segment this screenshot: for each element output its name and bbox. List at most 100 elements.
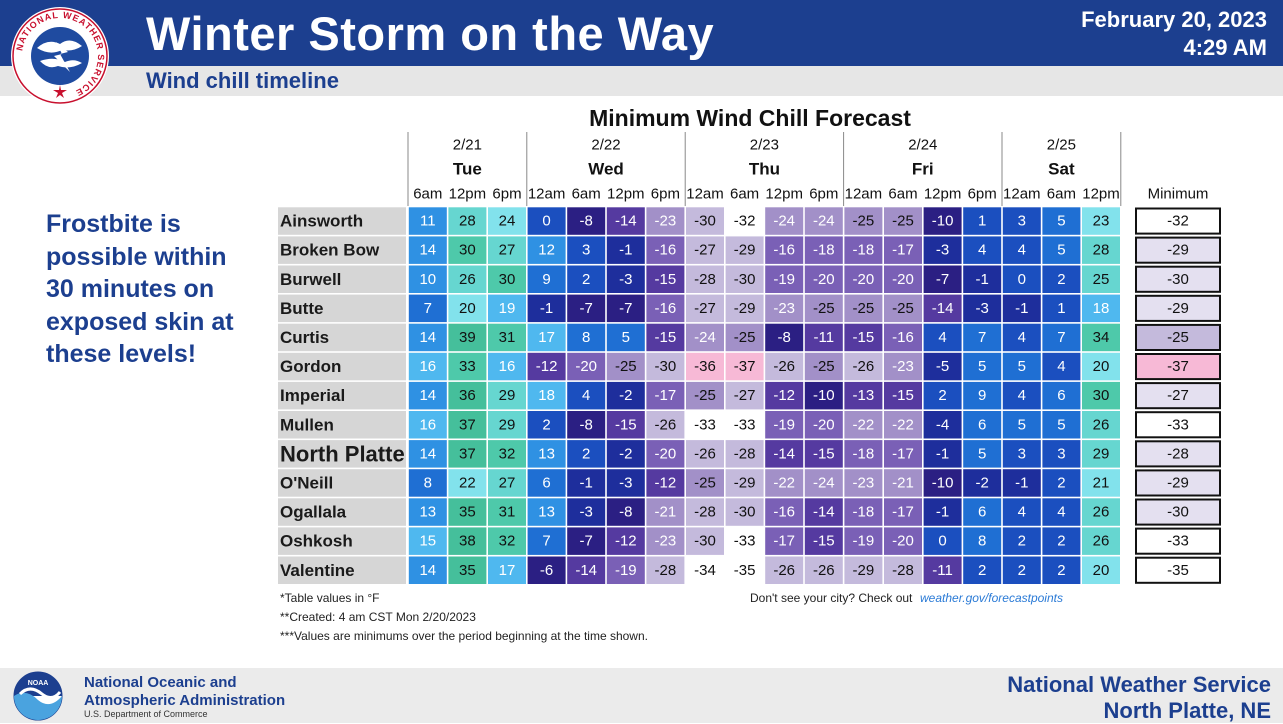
nws-office: National Weather Service North Platte, N… — [1007, 672, 1271, 724]
value-cell — [1002, 352, 1041, 381]
value-label: 38 — [459, 533, 476, 550]
value-label: -19 — [773, 416, 795, 433]
value-label: -7 — [580, 300, 593, 317]
value-cell — [725, 352, 764, 381]
value-label: -2 — [976, 474, 989, 491]
value-cell — [527, 207, 566, 235]
day-name-label: Thu — [749, 160, 780, 179]
minimum-cell — [1135, 498, 1221, 526]
value-cell — [884, 498, 922, 526]
value-label: 2 — [582, 445, 590, 462]
value-label: -1 — [540, 300, 553, 317]
value-cell — [923, 411, 962, 439]
value-label: 2 — [938, 387, 946, 404]
value-cell — [884, 440, 922, 468]
time-label: 12pm — [1082, 186, 1120, 203]
minimum-cell — [1135, 236, 1221, 264]
value-label: 5 — [978, 445, 986, 462]
value-cell — [804, 323, 843, 352]
value-label: -8 — [778, 329, 791, 346]
value-cell — [884, 294, 922, 323]
noaa-name-line: National Oceanic and — [84, 674, 237, 691]
value-cell — [923, 527, 962, 555]
noaa-name: National Oceanic and Atmospheric Adminis… — [84, 674, 285, 710]
noaa-name-line: Atmospheric Administration — [84, 692, 286, 709]
value-label: 35 — [459, 504, 476, 521]
value-cell — [884, 469, 922, 497]
time-label: 12am — [845, 186, 883, 203]
note-line: these levels! — [46, 340, 197, 368]
subtitle: Wind chill timeline — [146, 68, 339, 93]
value-cell — [1082, 381, 1120, 410]
time-label: 12am — [686, 186, 724, 203]
minimum-label: -25 — [1167, 329, 1189, 346]
value-label: -30 — [734, 504, 756, 521]
value-label: 36 — [459, 387, 476, 404]
value-cell — [963, 236, 1002, 264]
city-cell — [278, 469, 406, 497]
frostbite-note: Frostbite is possible within 30 minutes … — [46, 208, 276, 371]
value-cell — [527, 381, 566, 410]
value-label: -10 — [932, 213, 954, 230]
city-cell — [278, 556, 406, 584]
value-cell — [527, 556, 566, 584]
value-cell — [1082, 411, 1120, 439]
minimum-label: -29 — [1167, 474, 1189, 491]
value-cell — [804, 527, 843, 555]
value-label: -24 — [694, 329, 716, 346]
value-label: -22 — [773, 474, 795, 491]
page-title: Winter Storm on the Way — [146, 7, 715, 60]
value-cell — [1002, 294, 1041, 323]
value-cell — [448, 469, 487, 497]
value-label: 5 — [1057, 242, 1065, 259]
value-label: 3 — [1057, 445, 1065, 462]
city-cell — [278, 207, 406, 235]
value-label: 33 — [459, 358, 476, 375]
value-cell — [646, 469, 685, 497]
value-cell — [804, 352, 843, 381]
value-label: -37 — [734, 358, 756, 375]
value-cell — [567, 527, 606, 555]
value-label: -25 — [853, 300, 875, 317]
value-cell — [1002, 498, 1041, 526]
value-cell — [567, 411, 606, 439]
value-label: 26 — [1093, 533, 1110, 550]
value-label: -23 — [773, 300, 795, 317]
value-cell — [567, 236, 606, 264]
value-cell — [844, 411, 883, 439]
forecastpoints-link: weather.gov/forecastpoints — [920, 591, 1063, 605]
value-cell — [646, 498, 685, 526]
value-label: -10 — [813, 387, 835, 404]
day-date-label: 2/23 — [750, 137, 779, 154]
nws-logo-icon: NATIONAL WEATHER SERVICE — [11, 7, 109, 105]
value-label: -1 — [936, 445, 949, 462]
value-label: -1 — [619, 242, 632, 259]
value-cell — [1042, 294, 1081, 323]
value-cell — [844, 352, 883, 381]
value-label: 32 — [499, 445, 516, 462]
value-label: 7 — [978, 329, 986, 346]
day-date-label: 2/24 — [908, 137, 937, 154]
value-cell — [923, 469, 962, 497]
value-cell — [844, 265, 883, 293]
minimum-label: -33 — [1167, 416, 1189, 433]
value-label: -20 — [813, 416, 835, 433]
minimum-label: -27 — [1167, 387, 1189, 404]
time-label: 6pm — [492, 186, 521, 203]
value-label: -14 — [615, 213, 637, 230]
time-label: 6am — [413, 186, 442, 203]
value-cell — [606, 556, 645, 584]
value-label: -25 — [892, 213, 914, 230]
value-cell — [1042, 411, 1081, 439]
value-label: -33 — [694, 416, 716, 433]
footnote: **Created: 4 am CST Mon 2/20/2023 — [280, 610, 476, 624]
value-cell — [963, 527, 1002, 555]
value-label: -14 — [813, 504, 835, 521]
value-cell — [1082, 498, 1120, 526]
value-cell — [765, 236, 804, 264]
value-label: 14 — [419, 445, 436, 462]
city-cell — [278, 323, 406, 352]
value-label: 4 — [1018, 387, 1026, 404]
value-cell — [963, 323, 1002, 352]
value-label: -15 — [655, 271, 677, 288]
